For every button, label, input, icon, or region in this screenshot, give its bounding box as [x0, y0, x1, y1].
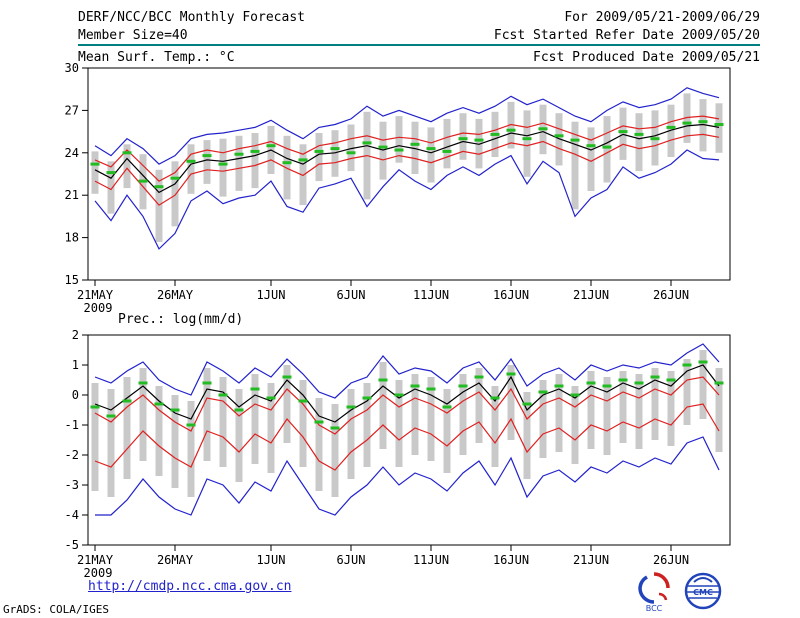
- x-tick-label: 6JUN: [337, 288, 366, 302]
- temp-panel-title: Mean Surf. Temp.: °C: [78, 50, 235, 65]
- fcst-start-date-label: Fcst Started Refer Date 2009/05/20: [493, 28, 760, 43]
- x-axis-year-label: 2009: [84, 301, 113, 315]
- x-tick-label: 26JUN: [653, 553, 689, 567]
- y-tick-label: -1: [65, 418, 79, 432]
- series-max: [94, 87, 720, 165]
- spread-bars: [91, 350, 723, 497]
- prec-panel-title: Prec.: log(mm/d): [118, 312, 244, 327]
- x-tick-label: 21JUN: [573, 288, 609, 302]
- series-lower-quartile: [94, 133, 720, 206]
- cmc-logo-swirl: [693, 577, 713, 583]
- plot-frame: [87, 334, 731, 546]
- x-tick-label: 21MAY: [77, 553, 114, 567]
- bcc-logo-red-arc: [653, 572, 670, 589]
- cmdp-link[interactable]: http://cmdp.ncc.cma.gov.cn: [88, 579, 292, 594]
- y-tick-label: 2: [72, 328, 79, 342]
- x-tick-label: 1JUN: [257, 553, 286, 567]
- y-tick-label: 30: [65, 61, 79, 75]
- series-min: [95, 436, 720, 516]
- x-tick-label: 21MAY: [77, 288, 114, 302]
- x-tick-label: 1JUN: [257, 288, 286, 302]
- report-title: DERF/NCC/BCC Monthly Forecast: [78, 10, 305, 25]
- cmc-logo-ring: [684, 572, 722, 610]
- series-lower-quartile: [94, 403, 720, 471]
- series-median: [90, 360, 724, 430]
- x-tick-label: 11JUN: [413, 288, 449, 302]
- cmc-logo-label: CMC: [693, 588, 713, 597]
- x-tick-label: 6JUN: [337, 553, 366, 567]
- cmc-logo: CMC: [684, 572, 722, 610]
- plot-frame: [87, 67, 731, 281]
- y-tick-label: -3: [65, 478, 79, 492]
- series-median: [90, 120, 724, 189]
- y-tick-label: 15: [65, 273, 79, 287]
- y-tick-label: -4: [65, 508, 79, 522]
- y-tick-label: 0: [72, 388, 79, 402]
- series-max: [94, 343, 720, 399]
- y-tick-label: 1: [72, 358, 79, 372]
- member-size-label: Member Size=40: [78, 28, 188, 43]
- x-tick-label: 16JUN: [493, 288, 529, 302]
- x-tick-label: 16JUN: [493, 553, 529, 567]
- x-tick-label: 26MAY: [157, 288, 194, 302]
- y-tick-label: 24: [65, 146, 79, 160]
- series-ensemble-mean: [94, 364, 720, 423]
- series-upper-quartile: [94, 115, 720, 182]
- series-upper-quartile: [94, 376, 720, 435]
- x-tick-label: 21JUN: [573, 553, 609, 567]
- x-axis-year-label: 2009: [84, 566, 113, 580]
- y-tick-label: -5: [65, 538, 79, 552]
- bcc-logo-red-swirl: [658, 592, 668, 601]
- precipitation-panel: -5 -4 -3 -2 -1 0 1 2 21MAY 26MAY 1JUN 6JUN 11JUN 16JU…: [65, 328, 731, 580]
- header-divider: [78, 44, 760, 46]
- cmc-logo-globe-lines: [687, 585, 719, 599]
- y-tick-label: 21: [65, 188, 79, 202]
- bcc-logo-blue-arc: [638, 575, 655, 604]
- fcst-produced-date-label: Fcst Produced Date 2009/05/21: [533, 50, 760, 65]
- x-tick-label: 26JUN: [653, 288, 689, 302]
- y-tick-label: -2: [65, 448, 79, 462]
- grads-credit: GrADS: COLA/IGES: [3, 603, 109, 616]
- bcc-logo-label: BCC: [646, 604, 663, 612]
- y-tick-label: 27: [65, 103, 79, 117]
- x-tick-label: 26MAY: [157, 553, 194, 567]
- series-min: [94, 149, 720, 250]
- series-ensemble-mean: [94, 123, 720, 194]
- y-tick-label: 18: [65, 231, 79, 245]
- bcc-logo: BCC: [638, 572, 670, 612]
- x-tick-label: 11JUN: [413, 553, 449, 567]
- spread-bars: [91, 93, 723, 242]
- surface-temperature-panel: 15 18 21 24 27 30 21MAY 26MAY 1JUN 6JUN 11JUN 16JUN…: [65, 61, 731, 315]
- forecast-range-label: For 2009/05/21-2009/06/29: [564, 10, 760, 25]
